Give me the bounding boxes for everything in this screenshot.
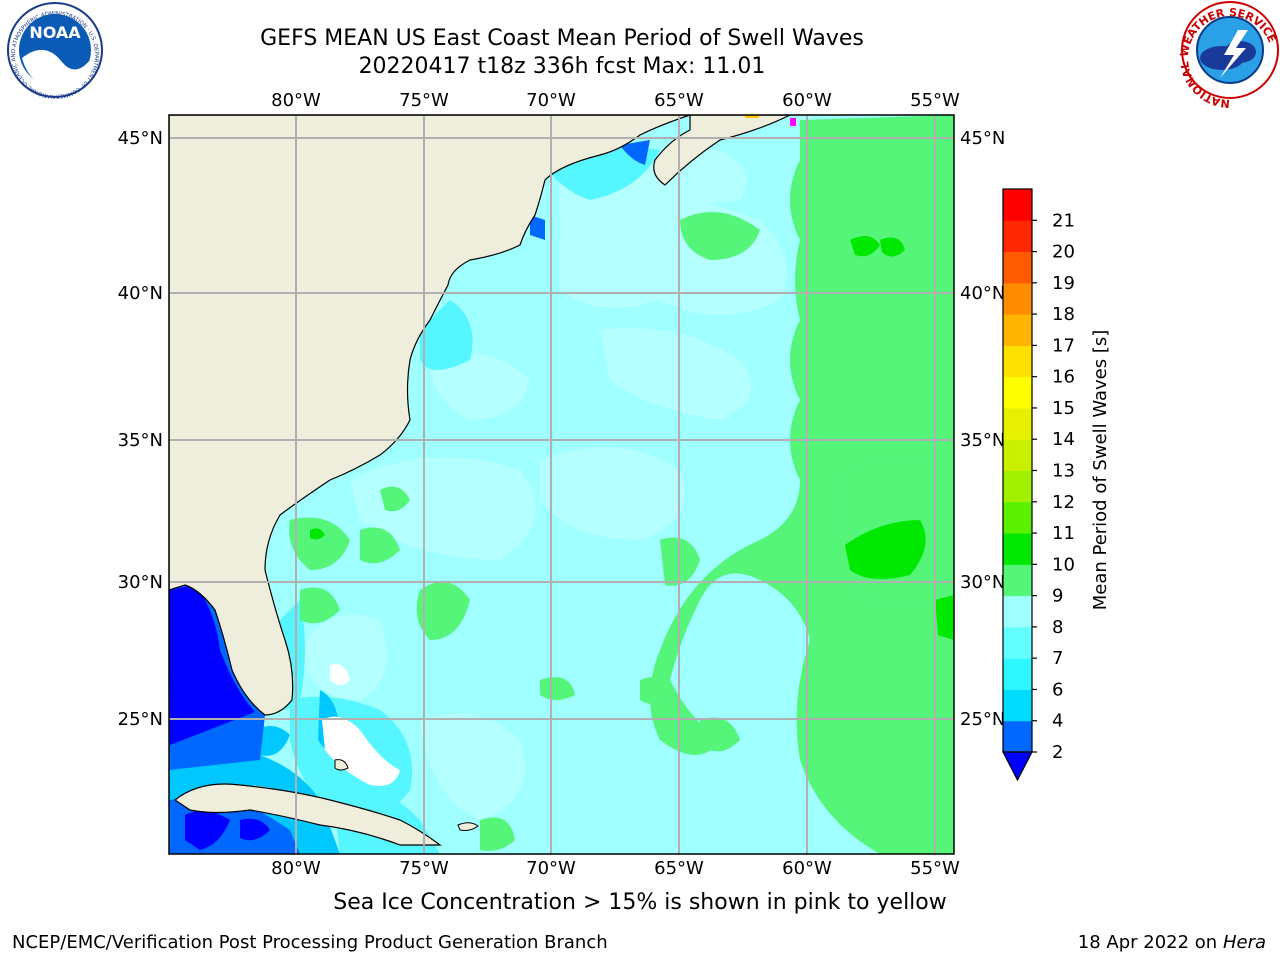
- colorbar-swatch: [1003, 626, 1032, 659]
- colorbar-tick-label: 9: [1052, 586, 1063, 607]
- colorbar-tick-label: 19: [1052, 273, 1075, 294]
- colorbar: [1002, 188, 1033, 782]
- lat-label: 25°N: [118, 709, 163, 730]
- longitude-labels-top: 80°W 75°W 70°W 65°W 60°W 55°W: [271, 90, 960, 111]
- colorbar-swatch: [1003, 658, 1032, 690]
- colorbar-ticks: 2 4 6 7 8 9 10 11 12 13 14 15 16 17 18 19 20 21: [1032, 210, 1075, 763]
- lat-label: 35°N: [960, 430, 1005, 451]
- colorbar-swatch: [1003, 501, 1032, 534]
- colorbar-tick-label: 13: [1052, 461, 1075, 482]
- colorbar-tick-label: 10: [1052, 554, 1075, 575]
- colorbar-tick-label: 11: [1052, 523, 1075, 544]
- lat-label: 40°N: [960, 283, 1005, 304]
- colorbar-swatch: [1003, 282, 1032, 315]
- colorbar-tick-label: 12: [1052, 492, 1075, 513]
- footer-machine-name: Hera: [1222, 932, 1266, 953]
- lon-label: 65°W: [654, 90, 704, 111]
- colorbar-tick-label: 8: [1052, 617, 1063, 638]
- colorbar-tick-label: 2: [1052, 742, 1063, 763]
- lon-label: 75°W: [399, 858, 449, 879]
- colorbar-tick-label: 6: [1052, 679, 1063, 700]
- lat-label: 35°N: [118, 430, 163, 451]
- lon-label: 80°W: [271, 90, 321, 111]
- colorbar-tick-label: 18: [1052, 304, 1075, 325]
- lon-label: 60°W: [782, 858, 832, 879]
- land-areas: [169, 115, 791, 846]
- lat-label: 30°N: [960, 572, 1005, 593]
- lon-label: 65°W: [654, 858, 704, 879]
- lat-label: 45°N: [118, 128, 163, 149]
- contour-below-2: [169, 585, 270, 850]
- colorbar-tick-label: 20: [1052, 242, 1075, 263]
- sea-ice-marker: [745, 115, 759, 118]
- colorbar-swatch: [1003, 689, 1032, 722]
- chart-subtitle: 20220417 t18z 336h fcst Max: 11.01: [358, 54, 766, 79]
- longitude-labels-bottom: 80°W 75°W 70°W 65°W 60°W 55°W: [271, 858, 960, 879]
- colorbar-tick-label: 21: [1052, 210, 1075, 231]
- colorbar-tick-label: 17: [1052, 335, 1075, 356]
- noaa-logo-text: NOAA: [29, 23, 81, 42]
- colorbar-swatch: [1003, 407, 1032, 440]
- colorbar-swatch: [1003, 314, 1032, 346]
- noaa-logo: NOAA NATIONAL OCEANIC AND ATMOSPHERIC AD…: [0, 0, 103, 99]
- colorbar-swatch: [1003, 345, 1032, 378]
- colorbar-swatch: [1003, 220, 1032, 253]
- lon-label: 70°W: [526, 858, 576, 879]
- lat-label: 45°N: [960, 128, 1005, 149]
- colorbar-tick-label: 16: [1052, 367, 1075, 388]
- footer-credit: NCEP/EMC/Verification Post Processing Pr…: [12, 932, 608, 953]
- lat-label: 30°N: [118, 572, 163, 593]
- lat-label: 25°N: [960, 709, 1005, 730]
- lon-label: 60°W: [782, 90, 832, 111]
- lon-label: 70°W: [526, 90, 576, 111]
- graticule: [169, 115, 954, 854]
- chart-title: GEFS MEAN US East Coast Mean Period of S…: [260, 26, 864, 51]
- colorbar-swatch: [1003, 251, 1032, 284]
- map-area: [169, 115, 954, 854]
- colorbar-swatch: [1003, 720, 1032, 753]
- sea-ice-note: Sea Ice Concentration > 15% is shown in …: [333, 890, 947, 915]
- colorbar-swatch: [1003, 470, 1032, 503]
- colorbar-label: Mean Period of Swell Waves [s]: [1090, 330, 1111, 611]
- nws-logo: NATIONAL WEATHER SERVICE: [1178, 1, 1279, 110]
- colorbar-swatch: [1003, 595, 1032, 628]
- lon-label: 55°W: [910, 858, 960, 879]
- colorbar-tick-label: 14: [1052, 429, 1075, 450]
- lon-label: 80°W: [271, 858, 321, 879]
- latitude-labels-left: 45°N 40°N 35°N 30°N 25°N: [118, 128, 163, 730]
- contour-10-11: [310, 236, 954, 640]
- colorbar-swatch: [1003, 376, 1032, 409]
- lon-label: 55°W: [910, 90, 960, 111]
- colorbar-swatch: [1003, 564, 1032, 597]
- colorbar-tick-label: 15: [1052, 398, 1075, 419]
- colorbar-tick-label: 7: [1052, 648, 1063, 669]
- colorbar-swatch: [1003, 533, 1032, 565]
- lat-label: 40°N: [118, 283, 163, 304]
- colorbar-underflow: [1002, 751, 1033, 782]
- colorbar-swatch: [1003, 189, 1032, 221]
- latitude-labels-right: 45°N 40°N 35°N 30°N 25°N: [960, 128, 1005, 730]
- footer-date: 18 Apr 2022 on Hera: [1078, 932, 1266, 953]
- colorbar-tick-label: 4: [1052, 711, 1063, 732]
- footer-date-text: 18 Apr 2022 on: [1077, 932, 1223, 953]
- colorbar-swatch: [1003, 439, 1032, 471]
- map-frame: [168, 114, 955, 855]
- sea-ice-marker: [790, 118, 796, 126]
- lon-label: 75°W: [399, 90, 449, 111]
